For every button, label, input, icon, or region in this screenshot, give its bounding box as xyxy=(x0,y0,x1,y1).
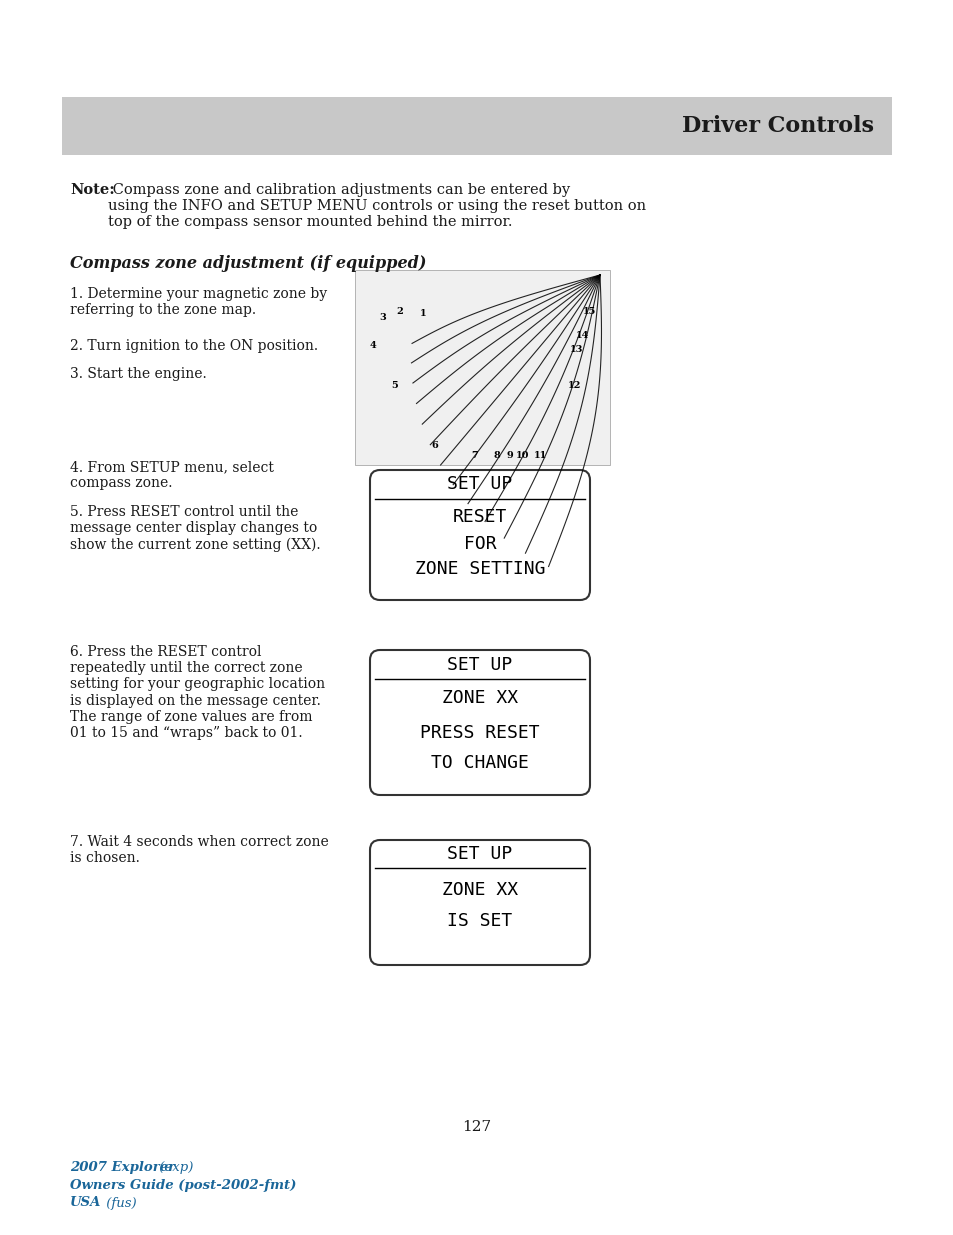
FancyBboxPatch shape xyxy=(370,840,589,965)
Text: IS SET: IS SET xyxy=(447,913,512,930)
Text: 7. Wait 4 seconds when correct zone
is chosen.: 7. Wait 4 seconds when correct zone is c… xyxy=(70,835,329,866)
Text: Compass zone and calibration adjustments can be entered by
using the INFO and SE: Compass zone and calibration adjustments… xyxy=(108,183,645,230)
Text: 5. Press RESET control until the
message center display changes to
show the curr: 5. Press RESET control until the message… xyxy=(70,505,320,552)
Text: 2. Turn ignition to the ON position.: 2. Turn ignition to the ON position. xyxy=(70,338,317,353)
Text: (exp): (exp) xyxy=(154,1161,193,1173)
FancyBboxPatch shape xyxy=(370,650,589,795)
Text: 127: 127 xyxy=(462,1120,491,1134)
Text: 4: 4 xyxy=(369,341,376,350)
Text: 9: 9 xyxy=(506,451,513,459)
FancyBboxPatch shape xyxy=(370,471,589,600)
Text: 2007 Explorer: 2007 Explorer xyxy=(70,1161,175,1173)
Text: 12: 12 xyxy=(568,380,581,389)
Text: SET UP: SET UP xyxy=(447,475,512,493)
Text: 10: 10 xyxy=(516,451,529,459)
Text: 14: 14 xyxy=(576,331,589,340)
Text: 1. Determine your magnetic zone by
referring to the zone map.: 1. Determine your magnetic zone by refer… xyxy=(70,287,327,317)
Text: Note:: Note: xyxy=(70,183,114,198)
Bar xyxy=(355,270,609,466)
Text: 13: 13 xyxy=(570,346,583,354)
Text: SET UP: SET UP xyxy=(447,845,512,863)
Text: 1: 1 xyxy=(419,310,426,319)
Text: FOR: FOR xyxy=(463,535,496,553)
Text: USA: USA xyxy=(70,1197,101,1209)
Text: 7: 7 xyxy=(471,451,477,459)
Text: (fus): (fus) xyxy=(102,1197,136,1209)
Text: 2: 2 xyxy=(396,308,403,316)
Text: 6: 6 xyxy=(431,441,438,450)
Text: TO CHANGE: TO CHANGE xyxy=(431,755,528,772)
Text: 15: 15 xyxy=(582,308,596,316)
Text: 3: 3 xyxy=(379,314,386,322)
Text: 3. Start the engine.: 3. Start the engine. xyxy=(70,367,207,382)
Text: 5: 5 xyxy=(392,380,398,389)
Text: 11: 11 xyxy=(533,451,546,459)
Text: Owners Guide (post-2002-fmt): Owners Guide (post-2002-fmt) xyxy=(70,1178,296,1192)
Text: RESET: RESET xyxy=(453,508,507,526)
Text: SET UP: SET UP xyxy=(447,656,512,673)
Text: ZONE XX: ZONE XX xyxy=(441,881,517,899)
Bar xyxy=(62,98,891,156)
Text: 4. From SETUP menu, select
compass zone.: 4. From SETUP menu, select compass zone. xyxy=(70,459,274,490)
Text: PRESS RESET: PRESS RESET xyxy=(419,724,539,742)
Text: ZONE SETTING: ZONE SETTING xyxy=(415,559,545,578)
Text: 6. Press the RESET control
repeatedly until the correct zone
setting for your ge: 6. Press the RESET control repeatedly un… xyxy=(70,645,325,740)
Text: Compass zone adjustment (if equipped): Compass zone adjustment (if equipped) xyxy=(70,254,426,272)
Text: 8: 8 xyxy=(493,451,500,459)
Text: ZONE XX: ZONE XX xyxy=(441,689,517,706)
Text: Driver Controls: Driver Controls xyxy=(681,115,873,137)
